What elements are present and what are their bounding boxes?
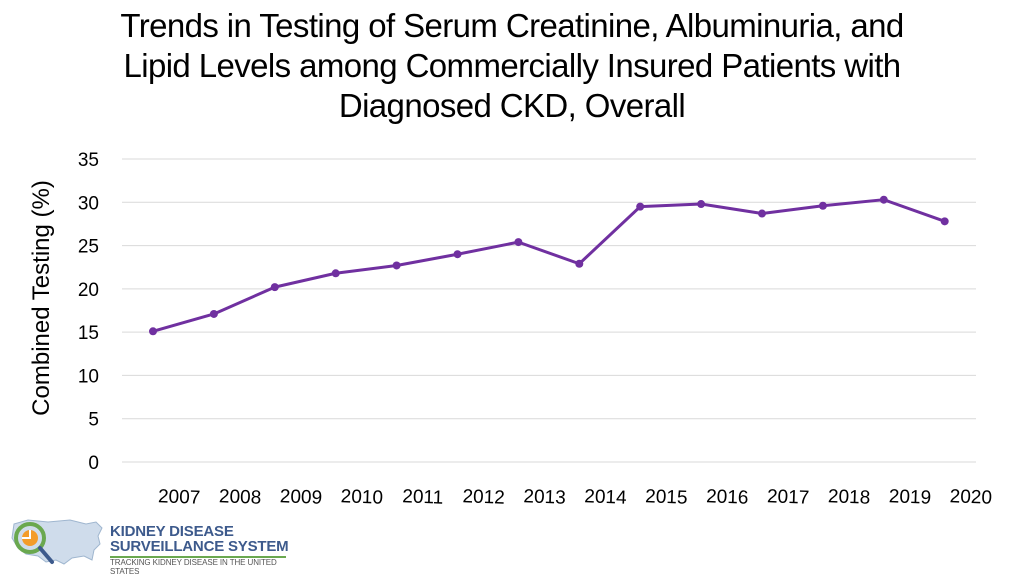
y-tick-label: 5 (88, 410, 99, 431)
data-point-2011 (392, 261, 401, 270)
series-line (152, 198, 946, 333)
x-tick-label: 2020 (949, 486, 992, 508)
x-tick-label: 2014 (584, 486, 627, 508)
y-tick-label: 15 (78, 323, 99, 344)
data-point-2013 (514, 238, 523, 247)
data-point-2008 (209, 309, 218, 318)
y-axis-tick-labels: 0 5 10 15 20 25 30 35 (78, 150, 99, 474)
data-point-2014 (575, 259, 584, 268)
data-point-2012 (453, 250, 462, 259)
series-group (149, 195, 949, 336)
chart-title-line-1: Trends in Testing of Serum Creatinine, A… (120, 7, 904, 44)
x-tick-label: 2019 (888, 486, 931, 508)
y-tick-label: 20 (78, 280, 99, 301)
x-tick-label: 2017 (767, 486, 810, 508)
x-tick-label: 2010 (340, 486, 383, 508)
kdss-logo: KIDNEY DISEASE SURVEILLANCE SYSTEM TRACK… (8, 514, 298, 576)
logo-title-line-2: SURVEILLANCE SYSTEM (110, 538, 289, 555)
chart-title: Trends in Testing of Serum Creatinine, A… (0, 6, 1024, 126)
us-map-logo-icon (11, 519, 103, 565)
x-axis-tick-labels: 2007 2008 2009 2010 2011 2012 2013 2014 2015 2016… (158, 486, 993, 508)
y-tick-label: 35 (78, 150, 99, 171)
x-tick-label: 2007 (158, 486, 201, 508)
data-point-2017 (758, 209, 766, 218)
x-tick-label: 2011 (402, 486, 444, 508)
data-point-2019 (879, 195, 888, 204)
y-tick-label: 10 (78, 366, 99, 387)
y-tick-label: 30 (78, 193, 99, 214)
y-tick-label: 0 (88, 453, 99, 474)
data-point-2015 (636, 202, 645, 211)
x-tick-label: 2013 (523, 486, 566, 508)
x-tick-label: 2008 (219, 486, 262, 508)
chart-title-line-3: Diagnosed CKD, Overall (338, 87, 686, 124)
x-tick-label: 2015 (645, 486, 688, 508)
data-point-2007 (149, 327, 157, 336)
grid-lines (122, 158, 976, 463)
x-tick-label: 2018 (828, 486, 871, 508)
x-tick-label: 2016 (706, 486, 749, 508)
y-axis-label: Combined Testing (%) (28, 180, 55, 416)
logo-title-line-1: KIDNEY DISEASE (110, 523, 234, 540)
data-point-2020 (940, 217, 949, 226)
data-point-2009 (270, 283, 279, 292)
x-tick-label: 2009 (279, 486, 322, 508)
chart-title-line-2: Lipid Levels among Commercially Insured … (123, 47, 901, 84)
logo-tagline: TRACKING KIDNEY DISEASE IN THE UNITED ST… (110, 558, 277, 576)
x-tick-label: 2012 (462, 486, 505, 508)
data-point-2018 (818, 201, 827, 210)
data-point-2016 (697, 200, 706, 209)
y-tick-label: 25 (78, 237, 99, 258)
logo-divider (110, 556, 286, 558)
data-point-2010 (331, 269, 340, 278)
